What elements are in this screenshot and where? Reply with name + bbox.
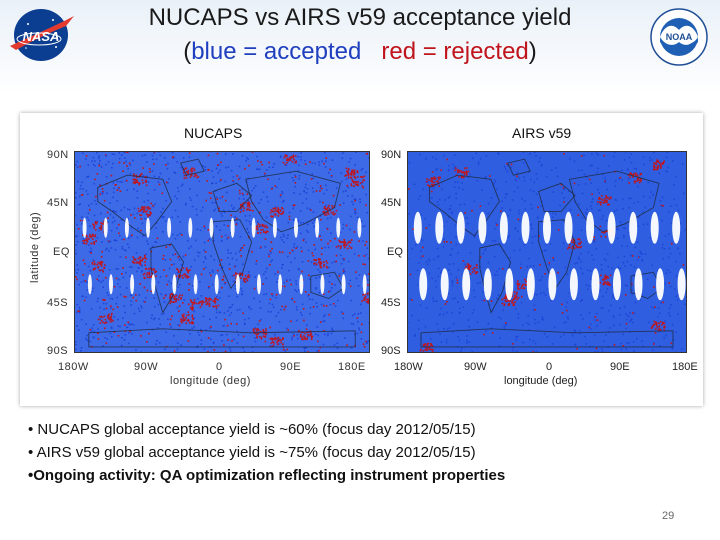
airs-acceptance-map (407, 151, 687, 353)
svg-text:NOAA: NOAA (666, 32, 693, 42)
page-number: 29 (662, 510, 675, 522)
nucaps-panel-label: NUCAPS (184, 125, 243, 141)
subtitle-open-paren: ( (183, 38, 192, 65)
lat-tick-90n: 90N (47, 149, 69, 161)
bullet-list: • NUCAPS global acceptance yield is ~60%… (28, 418, 708, 487)
lat-tick-45s: 45S (47, 297, 69, 309)
lat-tick-90s: 90S (47, 345, 69, 357)
lon-tick-90w: 90W (464, 361, 487, 373)
slide-subtitle: (blue = accepted red = rejected) (0, 38, 720, 66)
slide-title: NUCAPS vs AIRS v59 acceptance yield (148, 4, 572, 31)
lat-tick-45s: 45S (381, 297, 401, 309)
right-xlabel: longitude (deg) (504, 375, 578, 387)
lon-tick-90w: 90W (134, 361, 159, 373)
rejected-legend: red = rejected (381, 38, 529, 65)
lat-tick-eq: EQ (53, 246, 70, 258)
lon-tick-180w: 180W (58, 361, 89, 373)
lat-tick-45n: 45N (381, 197, 402, 209)
svg-text:NASA: NASA (23, 29, 60, 44)
left-xlabel: longitude (deg) (170, 375, 251, 387)
lat-tick-45n: 45N (47, 197, 69, 209)
subtitle-close-paren: ) (528, 38, 537, 65)
figure-container: NUCAPS AIRS v59 90N 45N EQ 45S 90S latit… (20, 113, 703, 406)
lon-tick-90e: 90E (280, 361, 302, 373)
lon-tick-180e: 180E (672, 361, 698, 373)
noaa-logo: NOAA (650, 8, 708, 66)
left-ylabel: latitude (deg) (29, 211, 41, 283)
lon-tick-180e: 180E (338, 361, 366, 373)
airs-panel-label: AIRS v59 (512, 125, 572, 141)
lon-tick-0: 0 (216, 361, 223, 373)
slide-header (0, 0, 720, 95)
subtitle-gap (361, 38, 381, 65)
lon-tick-90e: 90E (610, 361, 630, 373)
nasa-logo: NASA (10, 9, 74, 61)
lat-tick-90n: 90N (381, 149, 402, 161)
lat-tick-eq: EQ (387, 246, 403, 258)
accepted-legend: blue = accepted (191, 38, 362, 65)
lon-tick-180w: 180W (394, 361, 423, 373)
bullet-item: • AIRS v59 global acceptance yield is ~7… (28, 444, 476, 461)
lat-tick-90s: 90S (381, 345, 401, 357)
nucaps-acceptance-map (74, 151, 370, 353)
bullet-item: •Ongoing activity: QA optimization refle… (28, 467, 506, 484)
lon-tick-0: 0 (546, 361, 553, 373)
bullet-item: • NUCAPS global acceptance yield is ~60%… (28, 421, 476, 438)
